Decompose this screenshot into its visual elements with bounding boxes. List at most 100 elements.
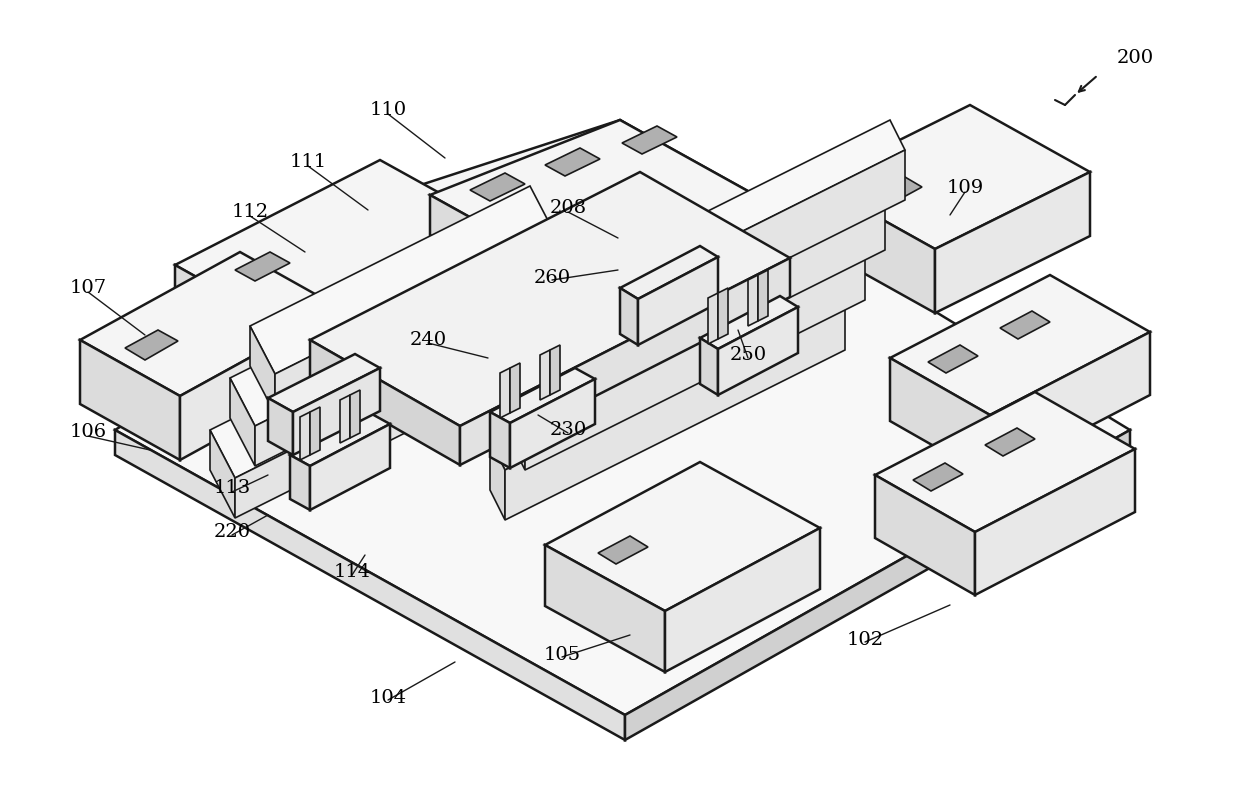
Polygon shape	[81, 252, 340, 396]
Text: 110: 110	[370, 101, 407, 119]
Polygon shape	[510, 220, 866, 420]
Polygon shape	[990, 332, 1149, 478]
Polygon shape	[460, 258, 790, 465]
Polygon shape	[115, 120, 1130, 715]
Polygon shape	[913, 463, 963, 491]
Polygon shape	[81, 340, 180, 460]
Polygon shape	[268, 398, 293, 455]
Polygon shape	[815, 105, 1090, 249]
Polygon shape	[529, 170, 885, 370]
Polygon shape	[430, 120, 755, 270]
Polygon shape	[290, 455, 310, 510]
Polygon shape	[180, 308, 340, 460]
Polygon shape	[490, 440, 505, 520]
Polygon shape	[210, 290, 515, 478]
Text: 260: 260	[533, 269, 570, 287]
Polygon shape	[551, 120, 905, 320]
Polygon shape	[815, 182, 935, 313]
Polygon shape	[300, 412, 310, 460]
Polygon shape	[625, 430, 1130, 740]
Polygon shape	[340, 395, 350, 443]
Polygon shape	[510, 379, 595, 468]
Polygon shape	[115, 430, 625, 740]
Polygon shape	[525, 250, 866, 470]
Polygon shape	[546, 200, 885, 420]
Polygon shape	[275, 234, 556, 414]
Polygon shape	[350, 390, 360, 438]
Polygon shape	[290, 413, 391, 466]
Polygon shape	[175, 120, 755, 360]
Polygon shape	[565, 150, 905, 370]
Polygon shape	[620, 246, 718, 299]
Polygon shape	[718, 288, 728, 339]
Polygon shape	[546, 462, 820, 611]
Polygon shape	[539, 350, 551, 400]
Text: 109: 109	[946, 179, 983, 197]
Polygon shape	[490, 270, 844, 470]
Polygon shape	[875, 392, 1135, 532]
Polygon shape	[748, 275, 758, 326]
Polygon shape	[890, 358, 990, 478]
Polygon shape	[708, 293, 718, 344]
Text: 107: 107	[69, 279, 107, 297]
Text: 250: 250	[729, 346, 766, 364]
Polygon shape	[701, 338, 718, 395]
Polygon shape	[665, 528, 820, 672]
Polygon shape	[310, 407, 320, 455]
Polygon shape	[985, 428, 1035, 456]
Polygon shape	[490, 368, 595, 423]
Polygon shape	[975, 449, 1135, 595]
Polygon shape	[875, 475, 975, 595]
Polygon shape	[510, 390, 525, 470]
Polygon shape	[500, 368, 510, 418]
Text: 200: 200	[1116, 49, 1153, 67]
Polygon shape	[872, 177, 923, 205]
Polygon shape	[935, 172, 1090, 313]
Polygon shape	[255, 286, 534, 466]
Polygon shape	[250, 186, 556, 374]
Text: 102: 102	[847, 631, 884, 649]
Polygon shape	[551, 345, 560, 395]
Text: 112: 112	[232, 203, 269, 221]
Polygon shape	[701, 296, 799, 349]
Polygon shape	[510, 363, 520, 413]
Text: 230: 230	[549, 421, 587, 439]
Polygon shape	[551, 290, 565, 370]
Polygon shape	[236, 338, 515, 518]
Polygon shape	[505, 300, 844, 520]
Text: 106: 106	[69, 423, 107, 441]
Polygon shape	[622, 126, 677, 154]
Polygon shape	[565, 195, 755, 310]
Polygon shape	[999, 311, 1050, 339]
Polygon shape	[546, 545, 665, 672]
Polygon shape	[236, 252, 290, 281]
Text: 240: 240	[409, 331, 446, 349]
Polygon shape	[470, 173, 525, 201]
Polygon shape	[890, 275, 1149, 415]
Polygon shape	[310, 340, 460, 465]
Polygon shape	[928, 345, 978, 373]
Text: 105: 105	[543, 646, 580, 664]
Polygon shape	[210, 430, 236, 518]
Polygon shape	[546, 148, 600, 176]
Polygon shape	[175, 265, 305, 378]
Text: 104: 104	[370, 689, 407, 707]
Polygon shape	[229, 238, 534, 426]
Polygon shape	[229, 378, 255, 466]
Polygon shape	[529, 340, 546, 420]
Text: 114: 114	[334, 563, 371, 581]
Polygon shape	[620, 288, 639, 345]
Polygon shape	[268, 354, 379, 412]
Polygon shape	[293, 368, 379, 455]
Polygon shape	[430, 195, 565, 310]
Polygon shape	[490, 412, 510, 468]
Polygon shape	[718, 307, 799, 395]
Polygon shape	[125, 330, 179, 360]
Polygon shape	[305, 232, 510, 378]
Polygon shape	[310, 424, 391, 510]
Text: 113: 113	[213, 479, 250, 497]
Polygon shape	[758, 270, 768, 321]
Text: 208: 208	[549, 199, 587, 217]
Polygon shape	[250, 326, 275, 414]
Text: 111: 111	[289, 153, 326, 171]
